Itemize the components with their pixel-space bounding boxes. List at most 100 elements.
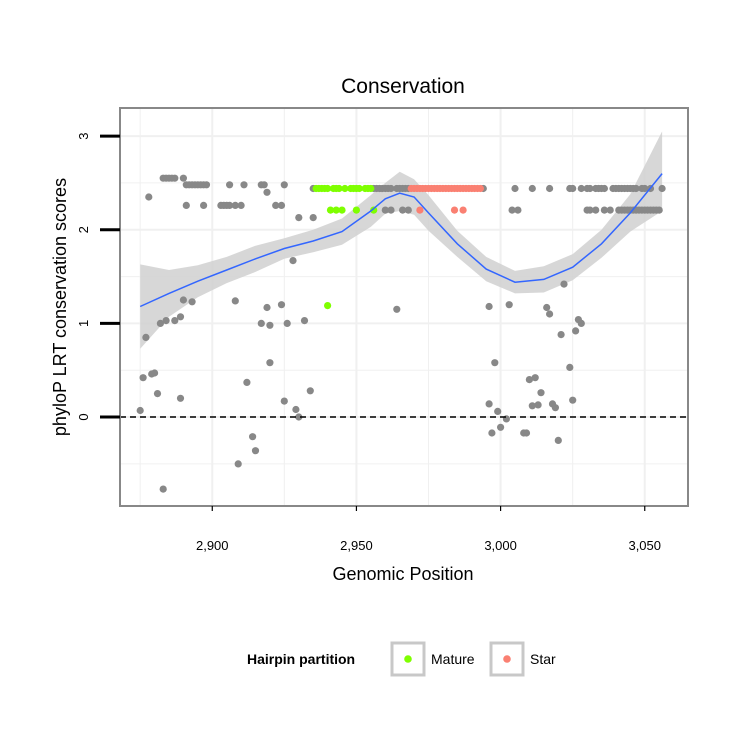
point-other-106 [139, 374, 147, 382]
point-mature-7 [335, 184, 343, 193]
point-other-156 [577, 319, 585, 327]
point-other-73 [641, 184, 649, 193]
legend-dot-mature [404, 655, 412, 663]
point-other-51 [511, 184, 519, 193]
point-mature-4 [324, 184, 332, 193]
panel-border [119, 107, 689, 507]
point-other-15 [226, 181, 234, 189]
point-other-18 [260, 181, 268, 189]
point-other-32 [309, 214, 317, 222]
point-other-27 [237, 201, 245, 209]
point-other-5 [171, 174, 179, 182]
point-other-26 [231, 201, 239, 209]
point-other-20 [182, 201, 190, 209]
point-other-62 [600, 184, 609, 193]
point-other-121 [277, 301, 286, 309]
point-mature-12 [355, 184, 363, 193]
data-points [136, 174, 666, 493]
point-other-141 [528, 402, 536, 410]
point-other-153 [569, 396, 577, 404]
point-other-122 [283, 319, 291, 327]
point-other-71 [632, 184, 640, 193]
point-other-58 [586, 184, 594, 193]
point-other-29 [277, 201, 286, 209]
point-other-146 [546, 310, 554, 318]
x-tick-label-2: 3,000 [484, 538, 517, 553]
point-other-109 [176, 394, 185, 402]
point-other-48 [399, 206, 407, 214]
smooth-line [139, 173, 663, 308]
point-other-40 [387, 184, 395, 193]
point-other-140 [525, 376, 534, 384]
point-mature-21 [324, 302, 332, 310]
point-other-119 [266, 321, 274, 329]
legend-title: Hairpin partition [247, 651, 355, 667]
point-other-112 [231, 297, 239, 305]
point-other-116 [234, 460, 242, 468]
point-other-130 [485, 302, 493, 311]
point-other-132 [485, 400, 493, 408]
point-other-142 [531, 374, 539, 382]
confidence-ribbon [140, 131, 663, 349]
point-other-53 [546, 184, 554, 193]
point-other-25 [226, 201, 234, 209]
point-other-133 [488, 429, 496, 437]
point-other-131 [491, 359, 499, 367]
point-mature-19 [352, 206, 360, 214]
point-other-80 [592, 206, 600, 214]
point-mature-20 [370, 206, 378, 214]
x-axis-label: Genomic Position [332, 564, 473, 584]
legend: Hairpin partition Mature Star [247, 641, 556, 677]
point-other-115 [251, 447, 260, 455]
point-other-154 [572, 327, 580, 335]
point-other-123 [289, 257, 297, 265]
point-other-150 [557, 331, 565, 339]
y-tick-label-3: 3 [76, 132, 91, 139]
point-other-101 [162, 317, 170, 325]
point-other-100 [156, 319, 164, 327]
point-other-110 [136, 406, 144, 415]
point-other-103 [176, 313, 185, 321]
legend-label-mature: Mature [431, 651, 475, 667]
legend-item-mature: Mature [390, 641, 475, 677]
point-other-114 [249, 433, 257, 441]
grid [120, 108, 688, 506]
point-other-75 [658, 184, 666, 193]
smooth-line-group [139, 173, 663, 308]
point-other-21 [200, 201, 208, 209]
point-other-31 [295, 214, 303, 222]
legend-dot-star [503, 655, 511, 663]
point-other-104 [179, 296, 187, 304]
point-other-152 [566, 363, 574, 371]
point-other-77 [514, 206, 522, 214]
point-other-81 [600, 206, 609, 214]
point-other-98 [142, 333, 150, 341]
point-other-46 [381, 206, 389, 214]
point-other-151 [560, 280, 568, 288]
point-other-129 [393, 305, 401, 313]
point-other-55 [569, 184, 577, 193]
legend-item-star: Star [489, 641, 556, 677]
point-star-25 [416, 206, 424, 214]
point-other-47 [387, 206, 395, 214]
point-mature-8 [341, 184, 349, 193]
point-other-6 [179, 174, 187, 182]
x-tick-label-3: 3,050 [628, 538, 661, 553]
point-other-127 [300, 317, 309, 325]
point-mature-16 [326, 206, 335, 214]
point-other-52 [528, 184, 536, 193]
x-tick-label-1: 2,950 [340, 538, 373, 553]
x-axis-ticks: 2,900 2,950 3,000 3,050 [196, 506, 661, 553]
point-other-145 [543, 303, 551, 312]
point-other-148 [551, 404, 560, 412]
point-other-137 [505, 301, 513, 309]
point-other-135 [497, 423, 505, 431]
point-other-105 [188, 298, 196, 306]
point-star-24 [476, 184, 484, 193]
y-axis-label: phyloP LRT conservation scores [50, 178, 70, 436]
chart-title: Conservation [341, 75, 465, 98]
point-other-134 [494, 407, 502, 415]
point-other-56 [577, 184, 585, 193]
point-other-124 [280, 397, 288, 405]
